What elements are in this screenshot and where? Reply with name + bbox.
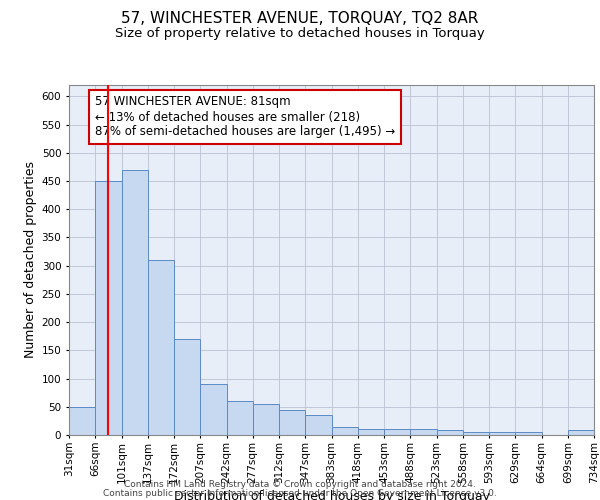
Bar	[358, 430, 384, 435]
Text: Contains public sector information licensed under the Open Government Licence v3: Contains public sector information licen…	[103, 489, 497, 498]
Bar	[69, 407, 95, 435]
Bar	[489, 432, 515, 435]
Bar	[568, 430, 594, 435]
X-axis label: Distribution of detached houses by size in Torquay: Distribution of detached houses by size …	[173, 490, 490, 500]
Bar	[121, 170, 148, 435]
Bar	[253, 404, 279, 435]
Bar	[95, 181, 121, 435]
Bar	[174, 339, 200, 435]
Bar	[515, 432, 542, 435]
Bar	[200, 384, 227, 435]
Text: Size of property relative to detached houses in Torquay: Size of property relative to detached ho…	[115, 28, 485, 40]
Bar	[305, 415, 331, 435]
Bar	[279, 410, 305, 435]
Y-axis label: Number of detached properties: Number of detached properties	[25, 162, 37, 358]
Text: 57 WINCHESTER AVENUE: 81sqm
← 13% of detached houses are smaller (218)
87% of se: 57 WINCHESTER AVENUE: 81sqm ← 13% of det…	[95, 96, 395, 138]
Bar	[227, 401, 253, 435]
Text: 57, WINCHESTER AVENUE, TORQUAY, TQ2 8AR: 57, WINCHESTER AVENUE, TORQUAY, TQ2 8AR	[121, 11, 479, 26]
Bar	[148, 260, 174, 435]
Text: Contains HM Land Registry data © Crown copyright and database right 2024.: Contains HM Land Registry data © Crown c…	[124, 480, 476, 489]
Bar	[437, 430, 463, 435]
Bar	[331, 426, 358, 435]
Bar	[410, 430, 437, 435]
Bar	[463, 432, 489, 435]
Bar	[384, 430, 410, 435]
